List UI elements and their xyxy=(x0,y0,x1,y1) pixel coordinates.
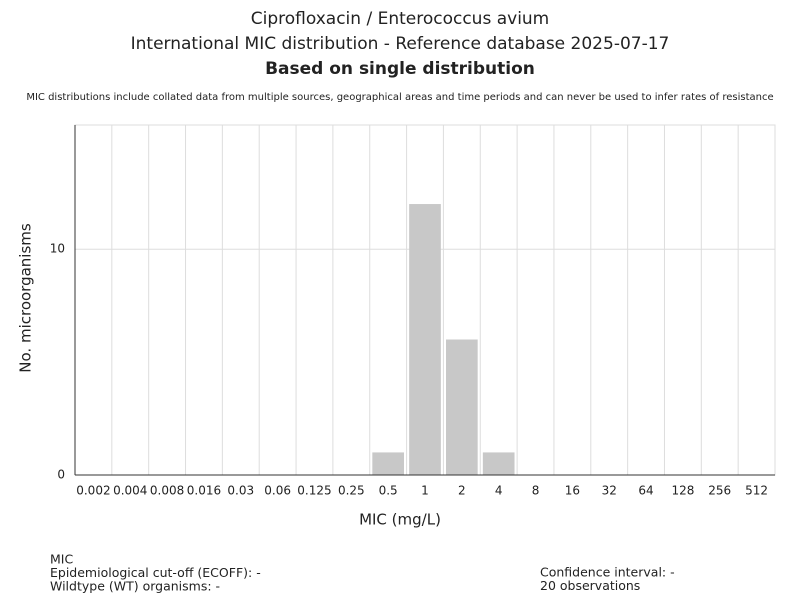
x-tick-label: 0.03 xyxy=(227,484,254,498)
x-tick-label: 256 xyxy=(708,484,731,498)
bar xyxy=(372,452,404,475)
x-tick-label: 0.06 xyxy=(264,484,291,498)
chart-title: Ciprofloxacin / Enterococcus avium xyxy=(251,9,550,29)
x-tick-label: 0.125 xyxy=(297,484,331,498)
x-tick-label: 512 xyxy=(745,484,768,498)
y-tick-label: 10 xyxy=(50,242,65,256)
chart-subtitle: International MIC distribution - Referen… xyxy=(131,34,670,54)
x-tick-label: 0.004 xyxy=(113,484,147,498)
y-tick-label: 0 xyxy=(57,468,65,482)
footer-text: 20 observations xyxy=(540,578,640,593)
x-tick-label: 0.008 xyxy=(150,484,184,498)
x-tick-label: 4 xyxy=(495,484,503,498)
x-tick-label: 0.016 xyxy=(187,484,221,498)
x-tick-label: 16 xyxy=(565,484,580,498)
x-tick-label: 1 xyxy=(421,484,429,498)
x-tick-label: 64 xyxy=(638,484,653,498)
bar xyxy=(446,339,478,475)
footer-text: Wildtype (WT) organisms: - xyxy=(50,579,220,594)
chart-note: MIC distributions include collated data … xyxy=(26,92,773,103)
x-tick-label: 128 xyxy=(671,484,694,498)
bar xyxy=(482,452,515,475)
footer-text: Epidemiological cut-off (ECOFF): - xyxy=(50,565,261,580)
x-tick-label: 0.5 xyxy=(379,484,398,498)
x-tick-label: 0.002 xyxy=(76,484,110,498)
x-tick-label: 2 xyxy=(458,484,466,498)
y-axis-label: No. microorganisms xyxy=(17,223,35,373)
x-axis-label: MIC (mg/L) xyxy=(359,511,441,529)
footer-text: Confidence interval: - xyxy=(540,565,675,580)
footer-text: MIC xyxy=(50,552,73,567)
x-tick-label: 0.25 xyxy=(338,484,365,498)
x-tick-label: 8 xyxy=(532,484,540,498)
chart-heading: Based on single distribution xyxy=(265,59,535,79)
bar xyxy=(409,204,441,475)
x-tick-label: 32 xyxy=(602,484,617,498)
